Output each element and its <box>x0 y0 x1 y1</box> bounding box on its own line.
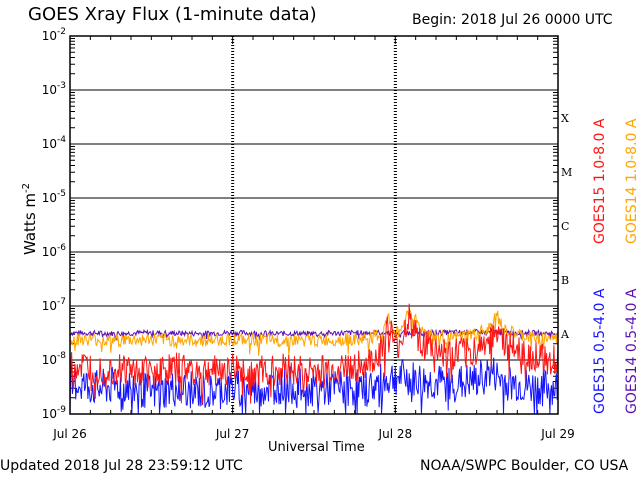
legend-entry: GOES15 1.0-8.0 A <box>592 118 608 244</box>
flare-class-label: C <box>561 220 569 233</box>
legend-entry: GOES14 0.5-4.0 A <box>624 288 640 414</box>
begin-time: Begin: 2018 Jul 26 0000 UTC <box>412 12 613 28</box>
flare-class-label: M <box>561 166 572 179</box>
legend-entry: GOES14 1.0-8.0 A <box>624 118 640 244</box>
x-tick-label: Jul 26 <box>52 427 87 441</box>
plot-frame <box>69 35 559 415</box>
series-line <box>69 357 559 415</box>
x-axis-label: Universal Time <box>268 440 365 455</box>
x-tick-label: Jul 29 <box>540 427 575 441</box>
x-tick-label: Jul 27 <box>215 427 250 441</box>
credit-text: NOAA/SWPC Boulder, CO USA <box>420 458 629 474</box>
y-tick-label: 10-2 <box>42 27 66 43</box>
y-tick-label: 10-8 <box>42 351 67 367</box>
flare-class-label: X <box>561 112 569 125</box>
y-axis-label-exponent: -2 <box>21 182 33 193</box>
flare-class-label: B <box>561 274 569 287</box>
series-line <box>69 327 559 341</box>
legend-entry: GOES15 0.5-4.0 A <box>592 288 608 414</box>
chart-title: GOES Xray Flux (1-minute data) <box>28 4 317 25</box>
y-tick-label: 10-7 <box>42 297 66 313</box>
series-line <box>69 307 559 357</box>
y-tick-label: 10-6 <box>42 243 67 259</box>
series-line <box>69 303 559 406</box>
updated-timestamp: Updated 2018 Jul 28 23:59:12 UTC <box>0 458 243 474</box>
y-tick-label: 10-3 <box>42 81 66 97</box>
y-axis-label-text: Watts m <box>21 192 40 256</box>
y-tick-label: 10-9 <box>42 405 67 421</box>
y-axis-label: Watts m-2 <box>21 183 39 255</box>
x-tick-label: Jul 28 <box>378 427 413 441</box>
y-tick-label: 10-5 <box>42 189 66 205</box>
flare-class-label: A <box>560 328 570 341</box>
y-tick-label: 10-4 <box>42 135 67 151</box>
